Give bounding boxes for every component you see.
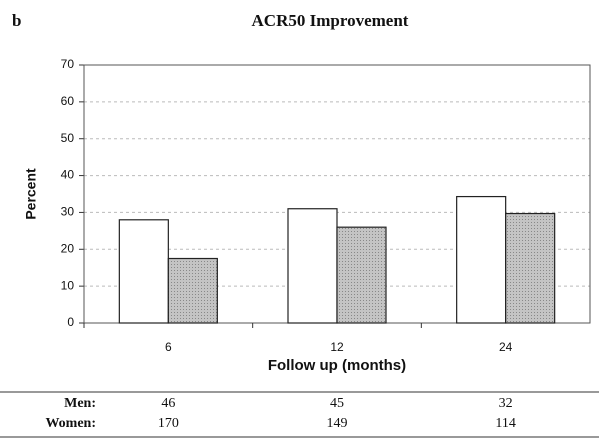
row-label: Women: [45,416,96,431]
x-axis-label: Follow up (months) [268,357,406,374]
bar [167,257,218,324]
table-cell: 45 [330,396,344,411]
x-tick-label: 24 [499,340,513,354]
table-cell: 46 [161,396,175,411]
table-cell: 170 [158,416,179,431]
y-tick-label: 40 [61,168,75,182]
chart-title: ACR50 Improvement [252,11,409,30]
x-tick-label: 6 [165,340,172,354]
bar [456,195,507,324]
y-tick-label: 0 [67,315,74,329]
y-axis-label: Percent [23,168,39,220]
bar [505,212,556,324]
x-tick-label: 12 [330,340,344,354]
y-tick-label: 20 [61,241,75,255]
bar [287,208,338,324]
y-tick-label: 10 [61,278,75,292]
table-cell: 114 [495,416,515,431]
row-label: Men: [64,396,96,411]
panel-label: b [12,11,21,30]
table-cell: 32 [499,396,513,411]
y-tick-label: 70 [61,57,75,71]
bar [336,226,387,324]
y-tick-label: 50 [61,131,75,145]
table-cell: 149 [327,416,348,431]
y-tick-label: 60 [61,94,75,108]
y-tick-label: 30 [61,205,75,219]
bar [118,219,169,324]
